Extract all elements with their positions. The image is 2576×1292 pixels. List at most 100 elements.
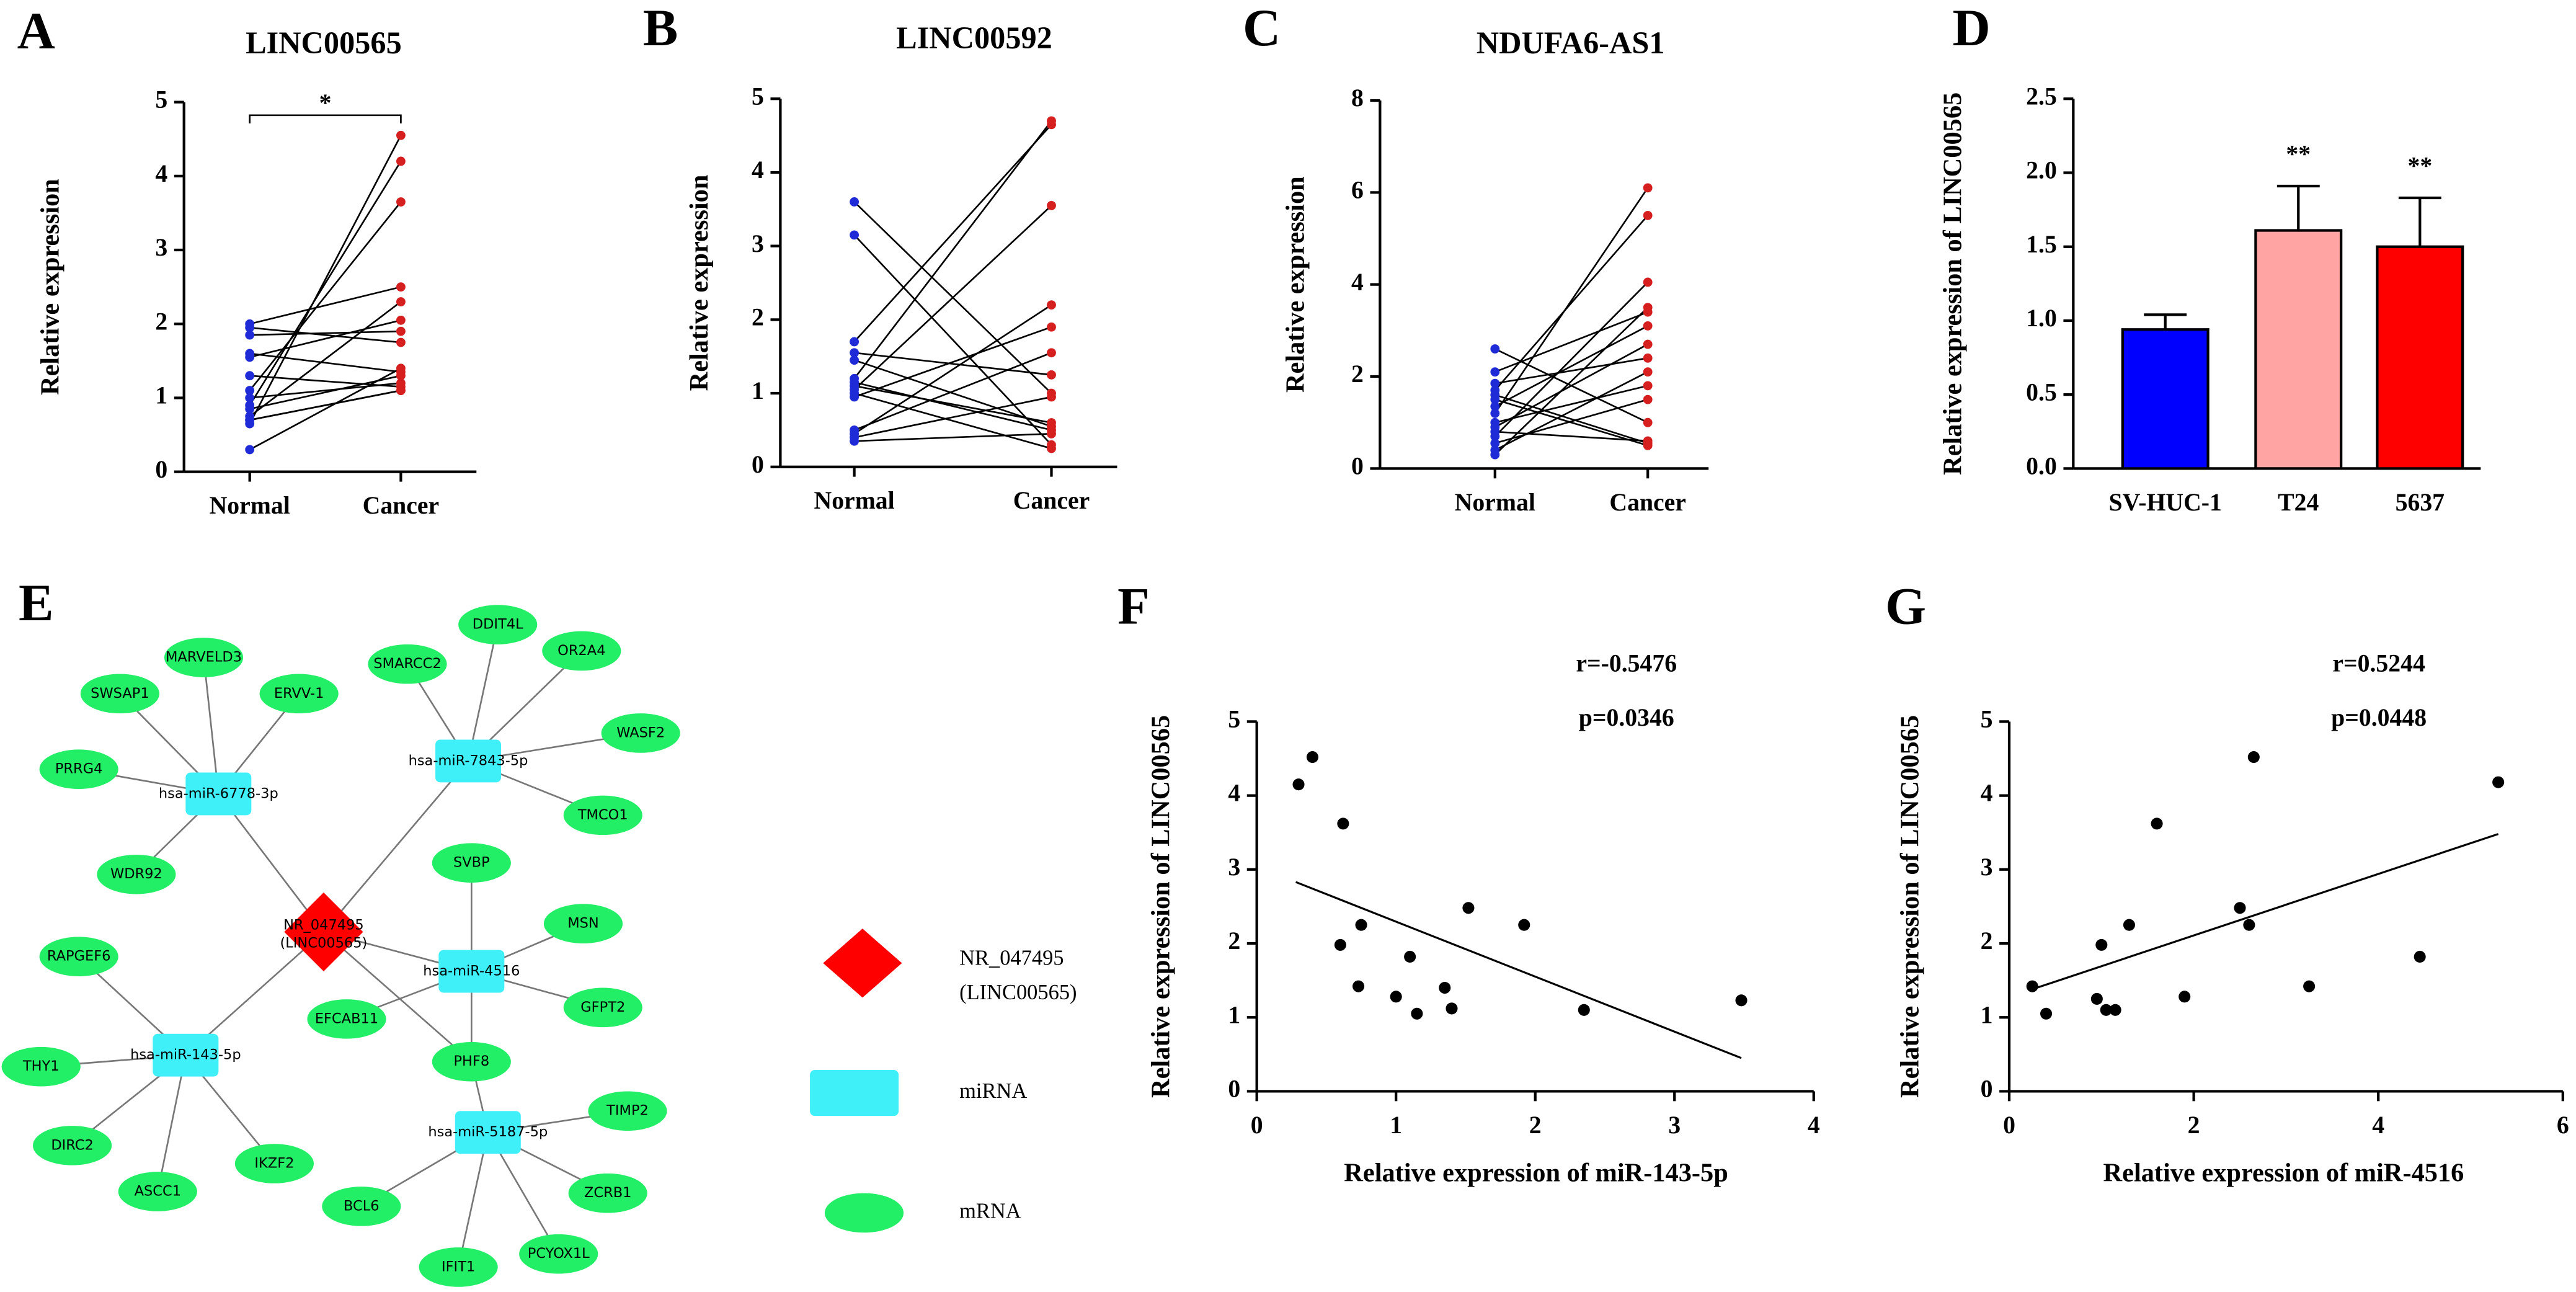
point [1735, 994, 1748, 1007]
node-ellipse [543, 904, 623, 944]
point [2095, 938, 2108, 951]
pair-line [1495, 398, 1648, 444]
node-ellipse [164, 638, 244, 677]
point [2100, 1004, 2112, 1016]
point [245, 371, 255, 381]
point [2303, 980, 2316, 992]
point [1404, 950, 1416, 963]
node-label: THY1 [22, 1058, 60, 1074]
node-rect [435, 739, 502, 783]
point [2040, 1007, 2053, 1020]
point [396, 386, 406, 395]
point [245, 319, 255, 329]
point [396, 282, 406, 292]
point [1643, 439, 1653, 448]
node-label: IFIT1 [442, 1259, 475, 1275]
point [1643, 321, 1653, 331]
legend-label: mRNA [959, 1199, 1021, 1223]
node-label: (LINC00565) [280, 935, 367, 951]
point [1490, 344, 1500, 354]
node-ellipse [80, 674, 159, 714]
y-tick-label: 4 [155, 160, 167, 187]
point [1047, 443, 1056, 453]
pair-line [1494, 282, 1649, 437]
pair-line [854, 352, 1052, 431]
node-ellipse [519, 1234, 598, 1274]
y-tick-label: 2.5 [2026, 82, 2057, 110]
x-tick-label: 2 [2188, 1112, 2200, 1139]
y-axis-label: Relative expression of LINC00565 [1895, 715, 1924, 1098]
node-label: SWSAP1 [91, 685, 149, 702]
y-tick-label: 0 [752, 451, 764, 478]
y-tick-label: 1 [1228, 1001, 1240, 1028]
y-tick-label: 5 [1981, 705, 1993, 733]
point [1446, 1002, 1458, 1015]
point [2026, 980, 2038, 992]
point [396, 315, 406, 325]
y-tick-label: 0 [1981, 1076, 1993, 1103]
annotation: r=0.5244 [2332, 649, 2425, 677]
point [1047, 116, 1056, 126]
point [245, 415, 255, 425]
edge [457, 1132, 489, 1268]
y-tick-label: 5 [1228, 705, 1240, 733]
pair-line [1494, 187, 1649, 414]
pair-line [854, 326, 1052, 398]
point [1643, 183, 1653, 193]
node-label: SMARCC2 [373, 656, 441, 672]
pair-line [1495, 394, 1648, 444]
x-tick-label: Cancer [363, 492, 440, 519]
x-axis-label: Relative expression of miR-4516 [2103, 1158, 2464, 1187]
chart-title: LINC00592 [896, 20, 1052, 55]
x-tick-label: 0 [1251, 1112, 1263, 1139]
chart-title: NDUFA6-AS1 [1477, 25, 1665, 60]
node-label: GFPT2 [580, 999, 625, 1015]
x-tick-label: Normal [814, 487, 895, 514]
legend-symbol [810, 1070, 899, 1116]
annotation: p=0.0346 [1579, 704, 1674, 731]
point [2243, 919, 2255, 931]
node-ellipse [458, 605, 538, 644]
y-tick-label: 4 [1228, 780, 1240, 807]
y-tick-label: 1 [155, 382, 167, 409]
point [1490, 450, 1500, 460]
y-tick-label: 1.0 [2026, 305, 2057, 332]
y-tick-label: 2 [1228, 927, 1240, 955]
point [1578, 1004, 1590, 1016]
point [396, 367, 406, 377]
point [850, 355, 859, 365]
node-ellipse [1, 1046, 81, 1087]
node-ellipse [307, 999, 386, 1039]
y-tick-label: 2 [752, 303, 764, 331]
y-tick-label: 0 [1351, 453, 1364, 480]
pair-line [249, 161, 402, 406]
y-axis-label: Relative expression of LINC00565 [1146, 715, 1175, 1098]
node-label: ZCRB1 [584, 1185, 632, 1201]
legend-label: (LINC00565) [959, 981, 1077, 1004]
point [1643, 381, 1653, 391]
point [2178, 991, 2191, 1003]
node-ellipse [32, 1126, 112, 1165]
panel-label: D [1952, 0, 1990, 57]
node-ellipse [97, 854, 176, 894]
node-label: hsa-miR-143-5p [130, 1047, 241, 1063]
point [1047, 370, 1056, 380]
point [2151, 818, 2163, 830]
node-rect [438, 950, 505, 993]
point [245, 386, 255, 395]
y-tick-label: 3 [1981, 853, 1993, 881]
y-tick-label: 4 [752, 156, 764, 184]
point [245, 400, 255, 410]
point [850, 436, 859, 446]
x-tick-label: 2 [1529, 1112, 1542, 1139]
point [1490, 432, 1500, 441]
pair-line [1495, 385, 1648, 424]
y-tick-label: 2 [155, 308, 167, 335]
node-label: hsa-miR-5187-5p [428, 1124, 548, 1140]
legend-symbol [824, 1193, 904, 1233]
point [1490, 367, 1500, 377]
x-tick-label: Cancer [1609, 489, 1686, 516]
x-tick-label: SV-HUC-1 [2108, 489, 2221, 516]
node-label: IKZF2 [254, 1156, 294, 1172]
